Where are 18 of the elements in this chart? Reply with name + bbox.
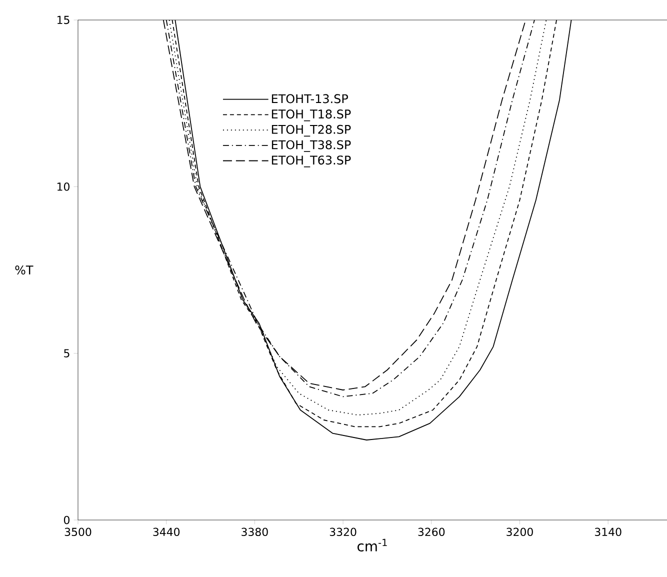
- legend-label: ETOH_T18.SP: [272, 110, 351, 122]
- y-tick-label: 15: [57, 16, 70, 24]
- x-tick-label: 3320: [330, 528, 356, 536]
- x-axis-title: cm$^{-1}$: [358, 538, 387, 552]
- legend-label: ETOH_T38.SP: [272, 140, 351, 152]
- y-tick-label: 10: [57, 182, 70, 191]
- x-tick-label: 3440: [153, 528, 180, 536]
- x-tick-label: 3200: [506, 528, 533, 536]
- legend-label: ETOH_T28.SP: [272, 124, 351, 137]
- y-tick-label: 5: [64, 349, 70, 358]
- x-tick-label: 3260: [418, 528, 445, 536]
- x-tick-label: 3140: [594, 528, 622, 536]
- legend-label: ETOH_T63.SP: [272, 156, 351, 168]
- x-tick-label: 3380: [242, 528, 268, 536]
- y-axis-title: %T: [15, 265, 34, 275]
- legend-label: ETOHT-13.SP: [272, 94, 348, 104]
- y-tick-label: 0: [64, 516, 70, 524]
- x-tick-label: 3500: [64, 528, 92, 536]
